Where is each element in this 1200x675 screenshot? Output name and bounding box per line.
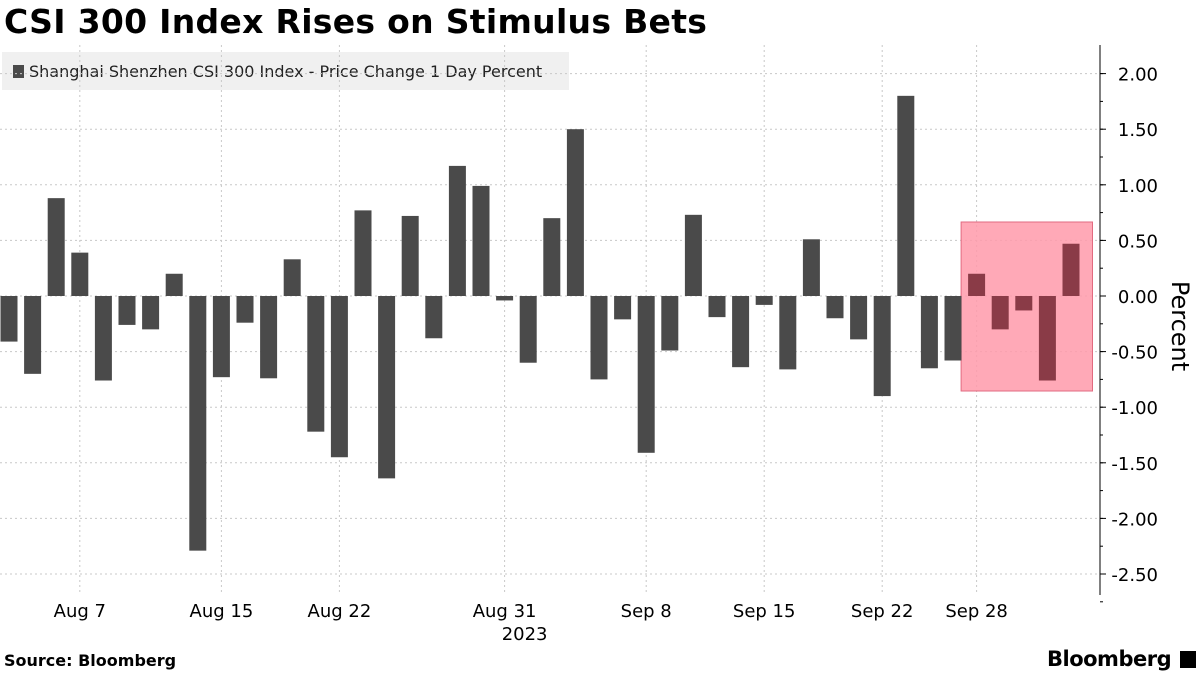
bar	[165, 273, 183, 296]
bar	[472, 185, 490, 296]
bar	[614, 296, 632, 320]
chart-title: CSI 300 Index Rises on Stimulus Bets	[4, 2, 708, 41]
bar	[519, 296, 537, 363]
bar	[1062, 243, 1080, 296]
x-tick-label: Aug 7	[54, 601, 106, 622]
bar	[566, 129, 584, 296]
legend: Shanghai Shenzhen CSI 300 Index - Price …	[2, 52, 569, 90]
bar	[661, 296, 679, 351]
legend-label: Shanghai Shenzhen CSI 300 Index - Price …	[29, 61, 543, 81]
bar	[826, 296, 844, 319]
y-tick-label: -0.50	[1111, 343, 1158, 364]
y-tick-label: 2.00	[1118, 65, 1158, 86]
bar	[968, 273, 986, 296]
bar	[212, 296, 230, 378]
x-year-label: 2023	[502, 624, 548, 645]
y-axis-title: Percent	[1166, 281, 1194, 371]
bar	[236, 296, 254, 323]
bar	[1038, 296, 1056, 381]
bar	[873, 296, 891, 397]
y-tick-label: -2.00	[1111, 509, 1158, 530]
bar	[1015, 296, 1033, 311]
bar	[779, 296, 797, 370]
x-tick-label: Sep 22	[851, 601, 914, 622]
y-axis: 2.00 1.50 1.00 0.50 0.00 -0.50 -1.00 -1.50 -2.00…	[1099, 45, 1158, 603]
bar	[732, 296, 750, 368]
bar	[920, 296, 938, 369]
bar	[0, 296, 18, 342]
bar	[425, 296, 443, 339]
bar	[401, 215, 419, 296]
bar	[802, 239, 820, 296]
bar	[94, 296, 112, 381]
bar	[496, 296, 514, 301]
bar	[448, 165, 466, 296]
x-tick-label: Aug 22	[308, 601, 372, 622]
x-tick-label: Sep 8	[621, 601, 672, 622]
brand-logo: Bloomberg	[1047, 647, 1172, 671]
x-tick-label: Sep 28	[945, 601, 1008, 622]
bar	[118, 296, 136, 325]
bar	[637, 296, 655, 453]
bar	[189, 296, 207, 551]
bar	[850, 296, 868, 340]
bar	[71, 252, 89, 296]
bar	[590, 296, 608, 380]
bar	[684, 214, 702, 296]
bar	[330, 296, 348, 458]
bars	[0, 95, 1080, 551]
x-axis: Aug 7 Aug 15 Aug 22 Aug 31 Sep 8 Sep 15 Sep 22…	[54, 601, 1008, 645]
y-tick-label: -2.50	[1111, 565, 1158, 586]
bloomberg-chart-icon	[1180, 651, 1196, 668]
bar	[47, 198, 65, 296]
bar	[307, 296, 325, 432]
bar	[944, 296, 962, 361]
bar	[543, 218, 561, 296]
x-tick-label: Aug 31	[473, 601, 537, 622]
bar	[24, 296, 42, 374]
bar	[354, 210, 372, 296]
x-tick-label: Sep 15	[733, 601, 796, 622]
y-tick-label: -1.00	[1111, 398, 1158, 419]
bar	[283, 259, 301, 296]
bar	[897, 95, 915, 296]
y-tick-label: 1.50	[1118, 120, 1158, 141]
bar	[378, 296, 396, 479]
bar	[260, 296, 278, 379]
legend-swatch	[13, 64, 24, 78]
y-tick-label: 0.00	[1118, 287, 1158, 308]
y-tick-label: 0.50	[1118, 231, 1158, 252]
source-note: Source: Bloomberg	[4, 651, 177, 670]
y-tick-label: -1.50	[1111, 454, 1158, 475]
bar	[755, 296, 773, 305]
bar	[142, 296, 160, 330]
y-tick-label: 1.00	[1118, 176, 1158, 197]
bar	[991, 296, 1009, 330]
x-tick-label: Aug 15	[190, 601, 254, 622]
bar	[708, 296, 726, 318]
